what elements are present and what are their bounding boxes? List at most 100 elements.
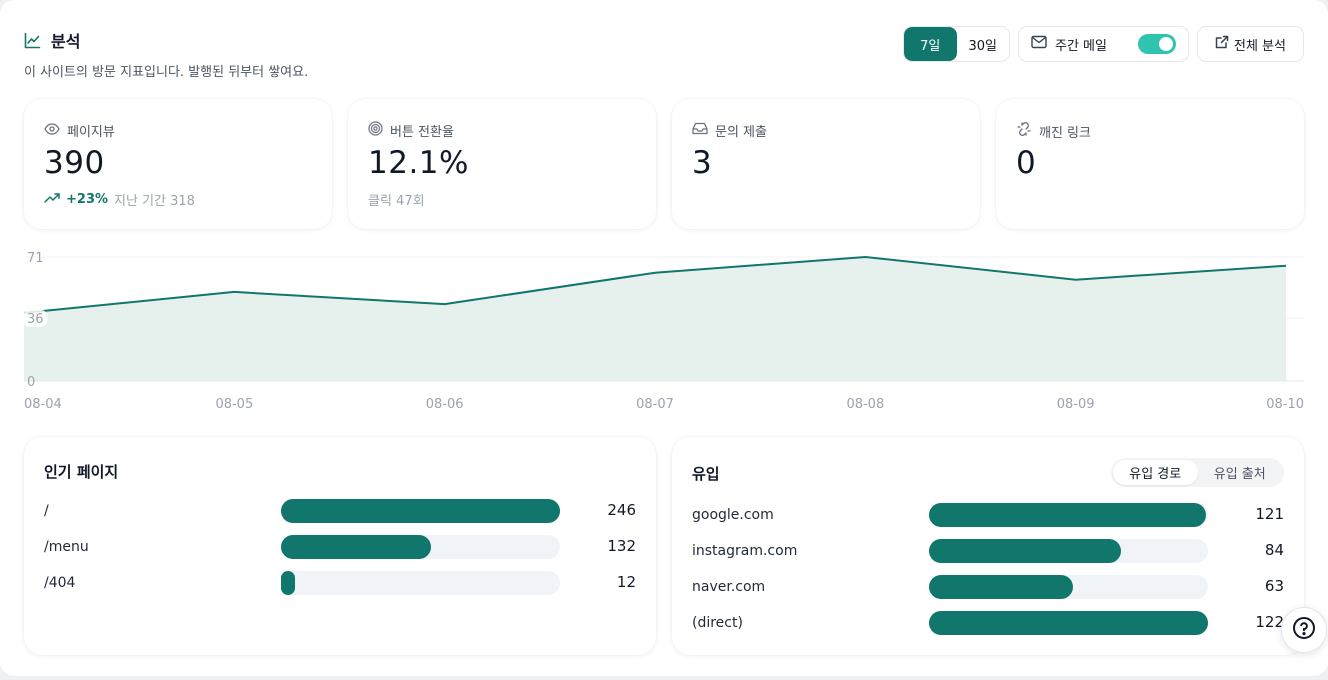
stat-value: 390 bbox=[44, 145, 105, 181]
range-7d-button[interactable]: 7일 bbox=[904, 27, 957, 61]
chart-line bbox=[23, 256, 1287, 314]
bar-row: instagram.com 84 bbox=[692, 539, 1284, 563]
bar-label: google.com bbox=[692, 507, 774, 523]
x-tick-label: 08-10 bbox=[1266, 397, 1304, 412]
range-30d-button[interactable]: 30일 bbox=[968, 38, 997, 54]
bar-row: /404 12 bbox=[44, 571, 636, 595]
page-title: 분석 bbox=[24, 28, 80, 52]
x-tick-label: 08-07 bbox=[636, 397, 674, 412]
pageview-chart: 0 36 71 08-04 08-05 08-06 08-07 08-08 08-09 08-10 bbox=[0, 240, 1328, 420]
inbox-icon bbox=[692, 122, 708, 139]
weekly-mail-control: 주간 메일 bbox=[1018, 26, 1189, 62]
stat-comparison: +23% 지난 기간 318 bbox=[44, 190, 195, 209]
broken-link-icon bbox=[1016, 121, 1032, 141]
stat-label: 버튼 전환율 bbox=[368, 121, 454, 140]
tab-referral-source[interactable]: 유입 출처 bbox=[1213, 467, 1266, 482]
stat-label-text: 버튼 전환율 bbox=[390, 125, 454, 140]
bar-track bbox=[929, 611, 1208, 635]
bar-row: google.com 121 bbox=[692, 503, 1284, 527]
mail-icon bbox=[1031, 35, 1047, 53]
stat-label-text: 문의 제출 bbox=[715, 125, 767, 140]
bar-label: (direct) bbox=[692, 615, 743, 631]
target-icon bbox=[368, 121, 383, 140]
referrals-title: 유입 bbox=[692, 465, 720, 483]
bar-row: naver.com 63 bbox=[692, 575, 1284, 599]
eye-icon bbox=[44, 122, 60, 139]
pageview-chart-svg: 0 36 71 08-04 08-05 08-06 08-07 08-08 08-09 08-10 bbox=[22, 251, 1304, 412]
full-analysis-label: 전체 분석 bbox=[1234, 38, 1286, 54]
help-icon bbox=[1292, 616, 1316, 644]
trend-up-icon bbox=[44, 192, 60, 207]
page-title-text: 분석 bbox=[51, 32, 81, 51]
bar-fill bbox=[929, 503, 1206, 527]
y-tick-label: 71 bbox=[27, 251, 44, 266]
bar-fill bbox=[929, 611, 1208, 635]
popular-pages-card: 인기 페이지 / 246/menu 132/404 12 bbox=[24, 437, 656, 655]
chart-area bbox=[24, 257, 1286, 381]
bar-row: /menu 132 bbox=[44, 535, 636, 559]
stat-value: 3 bbox=[692, 145, 713, 181]
bar-label: /menu bbox=[44, 539, 89, 555]
x-tick-label: 08-08 bbox=[846, 397, 884, 412]
bar-fill bbox=[929, 575, 1073, 599]
weekly-mail-toggle[interactable] bbox=[1138, 34, 1176, 54]
stat-card-conversion: 버튼 전환율 12.1% 클릭 47회 bbox=[348, 99, 656, 229]
bar-track bbox=[929, 575, 1208, 599]
x-tick-label: 08-04 bbox=[24, 397, 62, 412]
stat-value: 0 bbox=[1016, 145, 1037, 181]
bar-fill bbox=[281, 499, 560, 523]
bar-fill bbox=[281, 571, 295, 595]
toggle-knob bbox=[1159, 37, 1173, 51]
bar-value: 132 bbox=[607, 537, 636, 555]
external-link-icon bbox=[1215, 35, 1229, 53]
stat-card-broken-links: 깨진 링크 0 bbox=[996, 99, 1304, 229]
y-tick-label: 36 bbox=[27, 312, 44, 327]
y-tick-label: 0 bbox=[27, 375, 35, 390]
stat-label: 깨진 링크 bbox=[1016, 121, 1091, 141]
bar-value: 122 bbox=[1255, 613, 1284, 631]
line-chart-icon bbox=[24, 32, 41, 49]
stat-card-pageviews: 페이지뷰 390 +23% 지난 기간 318 bbox=[24, 99, 332, 229]
bar-label: /404 bbox=[44, 575, 76, 591]
bar-track bbox=[929, 503, 1208, 527]
full-analysis-button[interactable]: 전체 분석 bbox=[1197, 26, 1304, 62]
referral-tab-toggle: 유입 경로 유입 출처 bbox=[1111, 458, 1284, 487]
stat-label: 페이지뷰 bbox=[44, 121, 115, 140]
stat-label-text: 페이지뷰 bbox=[67, 125, 115, 140]
stat-previous: 지난 기간 318 bbox=[114, 194, 195, 209]
bar-label: / bbox=[44, 503, 49, 519]
page-subtitle: 이 사이트의 방문 지표입니다. 발행된 뒤부터 쌓여요. bbox=[24, 65, 309, 80]
tab-referral-path[interactable]: 유입 경로 bbox=[1113, 460, 1198, 485]
stat-value: 12.1% bbox=[368, 145, 469, 181]
bar-label: naver.com bbox=[692, 579, 766, 595]
popular-pages-title: 인기 페이지 bbox=[44, 463, 119, 481]
y-tick-label-bg bbox=[22, 309, 48, 328]
bar-value: 121 bbox=[1255, 505, 1284, 523]
x-tick-label: 08-05 bbox=[215, 397, 253, 412]
bar-track bbox=[929, 539, 1208, 563]
bar-track bbox=[281, 571, 560, 595]
bar-value: 63 bbox=[1264, 577, 1284, 595]
bar-value: 84 bbox=[1264, 541, 1284, 559]
bar-row: (direct) 122 bbox=[692, 611, 1284, 635]
stat-delta: +23% bbox=[66, 192, 109, 207]
bar-value: 12 bbox=[616, 573, 636, 591]
bar-track bbox=[281, 535, 560, 559]
x-tick-label: 08-09 bbox=[1057, 397, 1095, 412]
bar-label: instagram.com bbox=[692, 543, 798, 559]
bar-track bbox=[281, 499, 560, 523]
stat-label: 문의 제출 bbox=[692, 121, 767, 140]
x-tick-label: 08-06 bbox=[426, 397, 464, 412]
bar-value: 246 bbox=[607, 501, 636, 519]
bar-fill bbox=[281, 535, 431, 559]
help-button[interactable] bbox=[1281, 607, 1327, 653]
weekly-mail-label: 주간 메일 bbox=[1055, 38, 1107, 54]
bar-fill bbox=[929, 539, 1121, 563]
bar-row: / 246 bbox=[44, 499, 636, 523]
referrals-card: 유입 google.com 121 instagram.com 84 naver.com… bbox=[672, 437, 1304, 655]
stat-clicks: 클릭 47회 bbox=[368, 194, 425, 209]
range-toggle: 7일 30일 bbox=[903, 26, 1010, 62]
stat-label-text: 깨진 링크 bbox=[1039, 125, 1091, 141]
stat-card-inquiries: 문의 제출 3 bbox=[672, 99, 980, 229]
